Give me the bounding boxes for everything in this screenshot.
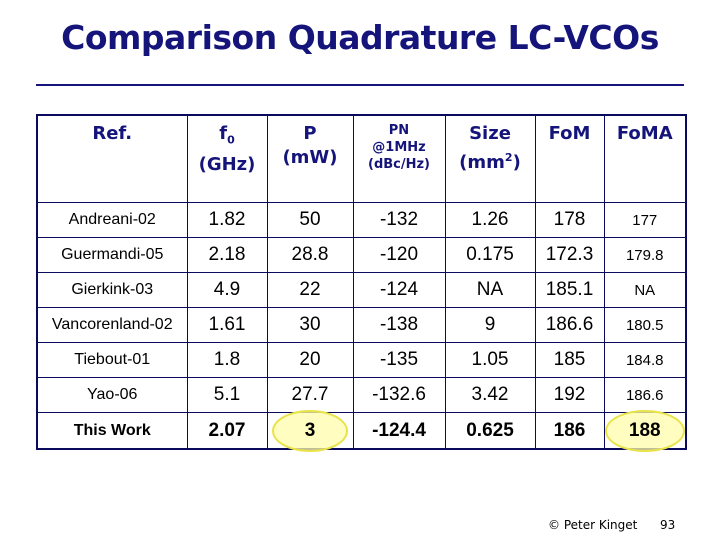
header-phase-noise: PN @1MHz (dBc/Hz) <box>352 114 446 203</box>
cell-fom: 185.1 <box>534 272 605 308</box>
cell-power: 3 <box>266 409 354 452</box>
cell-power: 30 <box>266 307 354 343</box>
cell-fom: 178 <box>534 202 605 238</box>
header-ref: Ref. <box>36 114 188 203</box>
table-row-this-work: This Work 2.07 3 -124.4 0.625 186 188 <box>36 409 687 452</box>
cell-ref: Vancorenland-02 <box>36 307 188 343</box>
cell-size: 9 <box>444 307 536 343</box>
cell-fom: 172.3 <box>534 237 605 273</box>
cell-pn: -124 <box>352 272 446 308</box>
cell-pn: -120 <box>352 237 446 273</box>
cell-ref: Tiebout-01 <box>36 342 188 378</box>
cell-foma: 188 <box>603 409 687 452</box>
cell-size: 0.175 <box>444 237 536 273</box>
cell-f0: 1.8 <box>186 342 268 378</box>
cell-size: 1.05 <box>444 342 536 378</box>
table-row: Tiebout-01 1.8 20 -135 1.05 185 184.8 <box>36 342 687 378</box>
table-row: Yao-06 5.1 27.7 -132.6 3.42 192 186.6 <box>36 377 687 413</box>
header-fom: FoM <box>534 114 605 203</box>
highlight-circle: 3 <box>271 409 348 452</box>
cell-power: 28.8 <box>266 237 354 273</box>
cell-pn: -124.4 <box>352 412 446 450</box>
cell-fom: 185 <box>534 342 605 378</box>
highlighted-value: 3 <box>304 419 316 441</box>
cell-foma: 184.8 <box>603 342 687 378</box>
cell-f0: 5.1 <box>186 377 268 413</box>
highlight-ring <box>604 409 685 452</box>
cell-pn: -132 <box>352 202 446 238</box>
cell-fom: 186 <box>534 412 605 450</box>
table-row: Gierkink-03 4.9 22 -124 NA 185.1 NA <box>36 272 687 308</box>
cell-size: 3.42 <box>444 377 536 413</box>
cell-size: 1.26 <box>444 202 536 238</box>
cell-f0: 2.18 <box>186 237 268 273</box>
cell-power: 27.7 <box>266 377 354 413</box>
cell-fom: 186.6 <box>534 307 605 343</box>
cell-ref: This Work <box>36 412 188 450</box>
cell-foma: 179.8 <box>603 237 687 273</box>
header-f0: f0 (GHz) <box>186 114 268 203</box>
highlight-ring <box>271 409 348 452</box>
cell-power: 22 <box>266 272 354 308</box>
cell-foma: 186.6 <box>603 377 687 413</box>
cell-power: 20 <box>266 342 354 378</box>
title-underline <box>36 84 684 86</box>
cell-foma: 177 <box>603 202 687 238</box>
cell-size: NA <box>444 272 536 308</box>
slide-title: Comparison Quadrature LC-VCOs <box>61 18 659 57</box>
cell-pn: -138 <box>352 307 446 343</box>
table-row: Andreani-02 1.82 50 -132 1.26 178 177 <box>36 202 687 238</box>
table-row: Vancorenland-02 1.61 30 -138 9 186.6 180… <box>36 307 687 343</box>
cell-pn: -132.6 <box>352 377 446 413</box>
cell-power: 50 <box>266 202 354 238</box>
cell-fom: 192 <box>534 377 605 413</box>
table-header-row: Ref. f0 (GHz) P (mW) PN @1MHz (dBc/Hz) Si… <box>36 114 687 203</box>
cell-foma: NA <box>603 272 687 308</box>
cell-foma: 180.5 <box>603 307 687 343</box>
header-foma: FoMA <box>603 114 687 203</box>
cell-ref: Andreani-02 <box>36 202 188 238</box>
header-power: P (mW) <box>266 114 354 203</box>
comparison-table: Ref. f0 (GHz) P (mW) PN @1MHz (dBc/Hz) Si… <box>36 114 687 452</box>
cell-ref: Guermandi-05 <box>36 237 188 273</box>
cell-ref: Gierkink-03 <box>36 272 188 308</box>
table-row: Guermandi-05 2.18 28.8 -120 0.175 172.3 … <box>36 237 687 273</box>
copyright-text: © Peter Kinget <box>548 518 638 532</box>
cell-ref: Yao-06 <box>36 377 188 413</box>
highlighted-value: 188 <box>628 419 661 441</box>
cell-pn: -135 <box>352 342 446 378</box>
page-number: 93 <box>660 518 676 532</box>
cell-size: 0.625 <box>444 412 536 450</box>
cell-f0: 4.9 <box>186 272 268 308</box>
cell-f0: 2.07 <box>186 412 268 450</box>
highlight-circle: 188 <box>604 409 685 452</box>
cell-f0: 1.61 <box>186 307 268 343</box>
header-size: Size (mm2) <box>444 114 536 203</box>
cell-f0: 1.82 <box>186 202 268 238</box>
